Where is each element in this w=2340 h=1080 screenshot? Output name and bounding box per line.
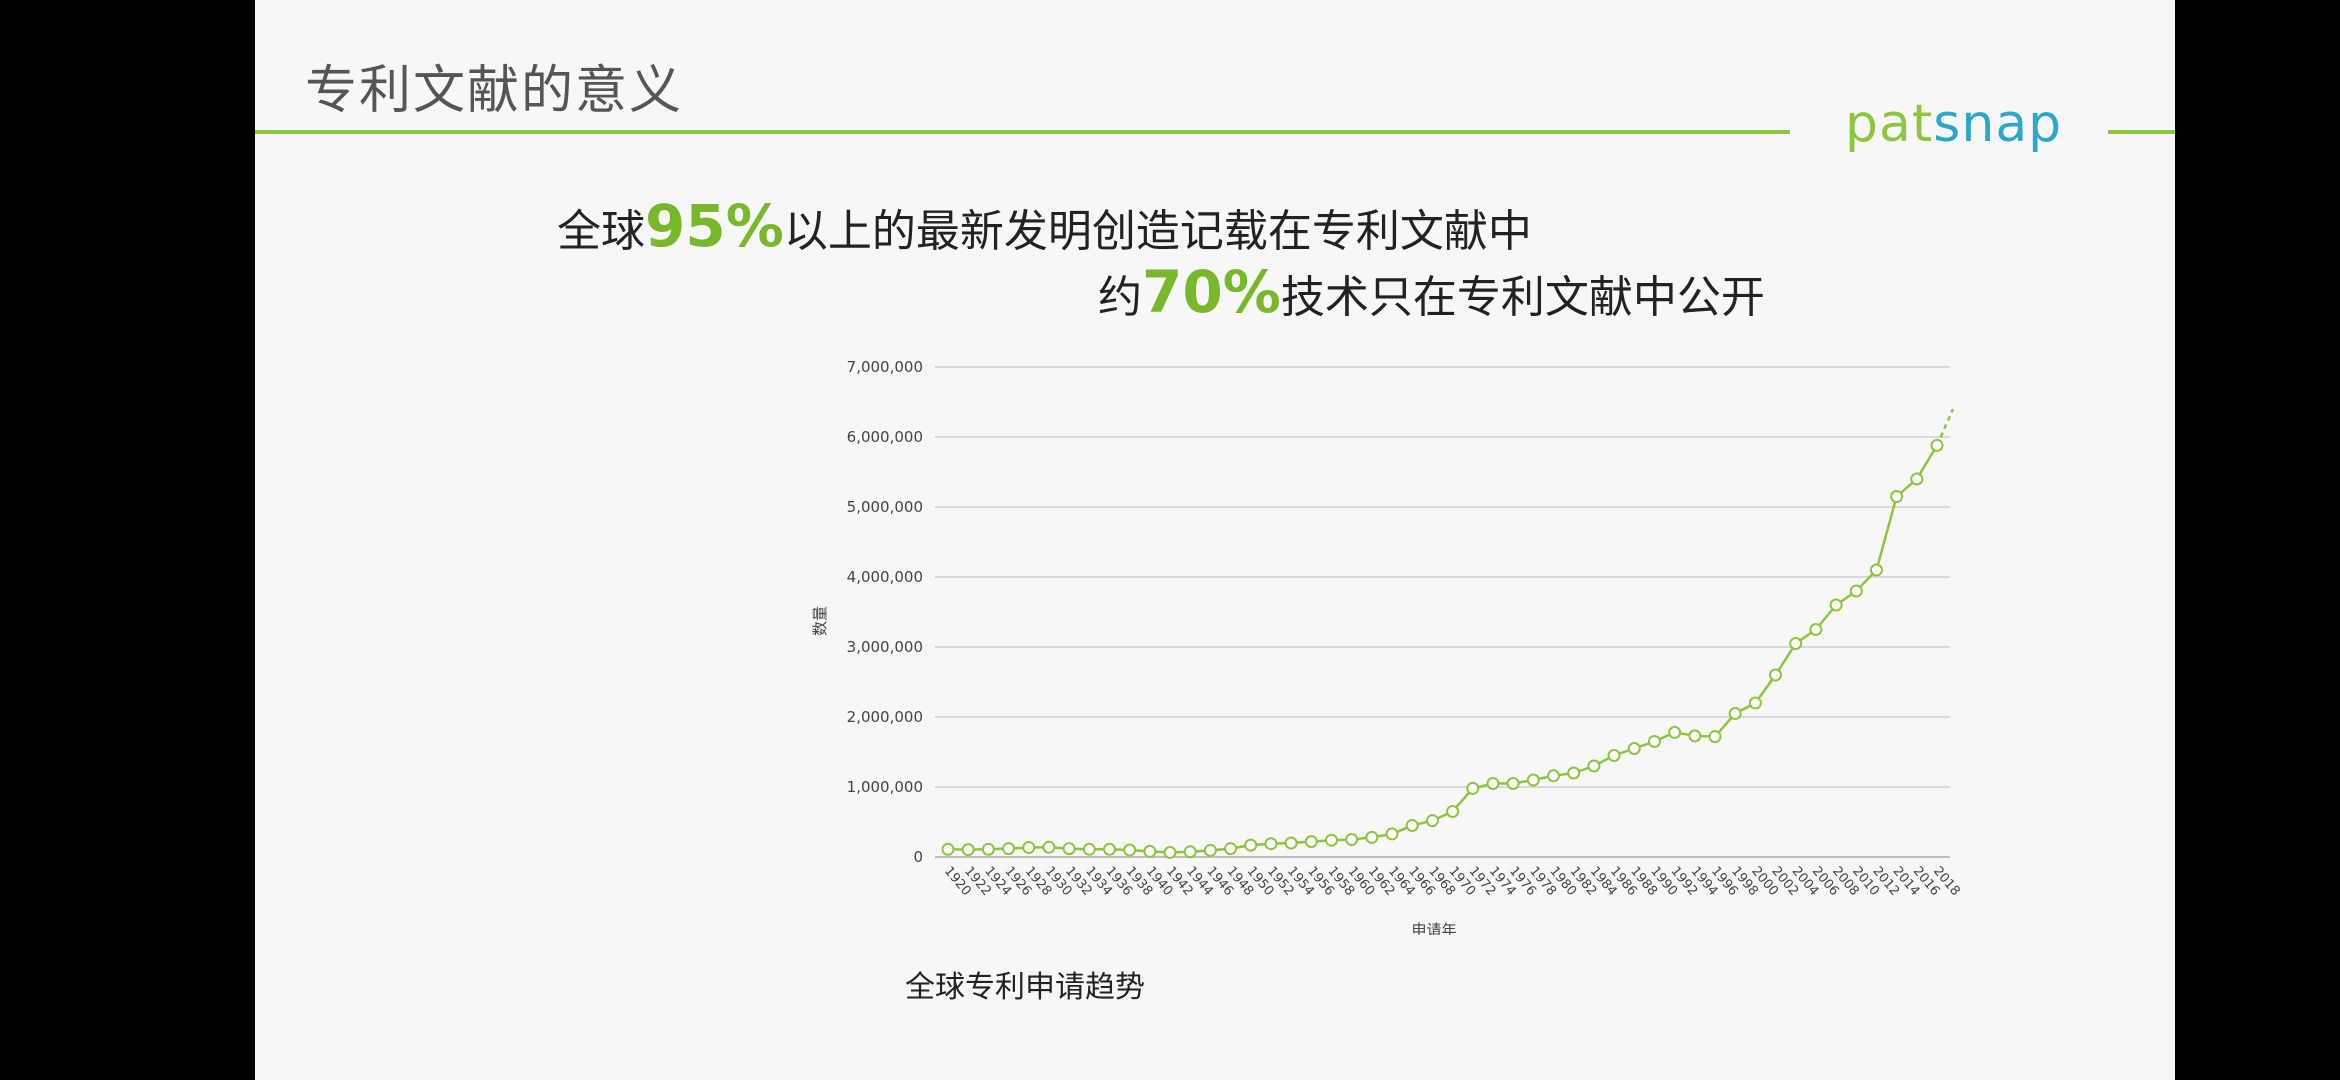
data-point	[1548, 770, 1559, 781]
data-point	[1165, 847, 1176, 858]
data-point	[1709, 731, 1720, 742]
headline-70-percent: 70%	[1142, 258, 1281, 326]
data-point	[1205, 845, 1216, 856]
data-point	[1588, 761, 1599, 772]
headline-70-post: 技术只在专利文献中公开	[1281, 272, 1765, 323]
chart-caption-text: 全球专利申请趋势	[905, 962, 1145, 1006]
data-point	[1124, 845, 1135, 856]
data-point	[1568, 768, 1579, 779]
data-point	[1286, 838, 1297, 849]
data-point	[1084, 844, 1095, 855]
title-rule-right	[2108, 130, 2175, 134]
data-point	[1326, 835, 1337, 846]
headline-95-percent: 95%	[645, 192, 784, 260]
headline-95-post: 以上的最新发明创造记载在专利文献中	[784, 206, 1532, 257]
title-rule-left	[255, 130, 1790, 134]
y-tick-label: 7,000,000	[847, 358, 923, 376]
data-point	[1750, 698, 1761, 709]
x-axis-label: 申请年	[1411, 921, 1456, 935]
data-point	[1447, 806, 1458, 817]
slide-title: 专利文献的意义	[305, 48, 683, 123]
headline-70-pre: 约	[1098, 272, 1142, 323]
patent-trend-chart: 0 1,000,000 2,000,000 3,000,000 4,000,000 5,0…	[525, 345, 2005, 935]
data-point	[1003, 843, 1014, 854]
y-axis-label: 数量	[811, 606, 829, 636]
series-patent-applications	[943, 409, 1954, 858]
data-point	[1407, 820, 1418, 831]
data-point	[1891, 491, 1902, 502]
y-tick-labels: 0 1,000,000 2,000,000 3,000,000 4,000,000 5,0…	[847, 358, 923, 866]
data-point	[1043, 842, 1054, 853]
chart-caption: 全球专利申请趋势	[255, 962, 1635, 1006]
data-point	[1871, 565, 1882, 576]
brand-logo-part1: pat	[1845, 94, 1933, 154]
data-point	[1346, 834, 1357, 845]
data-point	[1629, 743, 1640, 754]
data-point	[1508, 778, 1519, 789]
data-point	[1649, 736, 1660, 747]
y-tick-label: 3,000,000	[847, 638, 923, 656]
data-point	[1064, 843, 1075, 854]
data-point	[1265, 838, 1276, 849]
data-point	[1185, 846, 1196, 857]
headline-95-pre: 全球	[557, 206, 645, 257]
data-point	[1851, 586, 1862, 597]
data-point	[963, 844, 974, 855]
data-point	[1104, 844, 1115, 855]
data-point	[1427, 815, 1438, 826]
data-point	[1467, 783, 1478, 794]
data-point	[1770, 670, 1781, 681]
headline-70: 约70%技术只在专利文献中公开	[1098, 258, 1765, 326]
data-point	[1689, 730, 1700, 741]
data-point	[1225, 843, 1236, 854]
data-point	[1487, 778, 1498, 789]
y-tick-label: 2,000,000	[847, 708, 923, 726]
data-point	[1245, 840, 1256, 851]
y-tick-label: 0	[913, 848, 923, 866]
data-point	[1366, 832, 1377, 843]
data-point	[1609, 750, 1620, 761]
y-tick-label: 5,000,000	[847, 498, 923, 516]
y-tick-label: 1,000,000	[847, 778, 923, 796]
data-point	[1306, 836, 1317, 847]
x-tick-labels: 1920192219241926192819301932193419361938…	[941, 864, 1963, 899]
data-point	[1023, 842, 1034, 853]
data-point	[1528, 775, 1539, 786]
data-point	[1669, 727, 1680, 738]
data-point	[1387, 828, 1398, 839]
data-point	[1831, 600, 1842, 611]
data-point	[1790, 638, 1801, 649]
y-tick-label: 4,000,000	[847, 568, 923, 586]
slide: 专利文献的意义 patsnap 全球95%以上的最新发明创造记载在专利文献中 约…	[255, 0, 2175, 1080]
data-point	[983, 844, 994, 855]
data-point	[1911, 474, 1922, 485]
grid-lines	[935, 367, 1950, 857]
data-point	[1932, 440, 1943, 451]
brand-logo-part2: snap	[1933, 94, 2062, 154]
data-point	[943, 844, 954, 855]
brand-logo: patsnap	[1845, 94, 2062, 154]
data-point	[1730, 708, 1741, 719]
headline-95: 全球95%以上的最新发明创造记载在专利文献中	[557, 192, 1532, 260]
y-tick-label: 6,000,000	[847, 428, 923, 446]
data-point	[1144, 846, 1155, 857]
data-point	[1810, 624, 1821, 635]
